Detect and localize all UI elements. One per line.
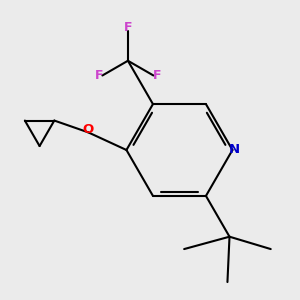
Text: F: F	[153, 69, 161, 82]
Text: N: N	[229, 143, 240, 157]
Text: O: O	[82, 123, 94, 136]
Text: F: F	[94, 69, 103, 82]
Text: F: F	[124, 21, 132, 34]
